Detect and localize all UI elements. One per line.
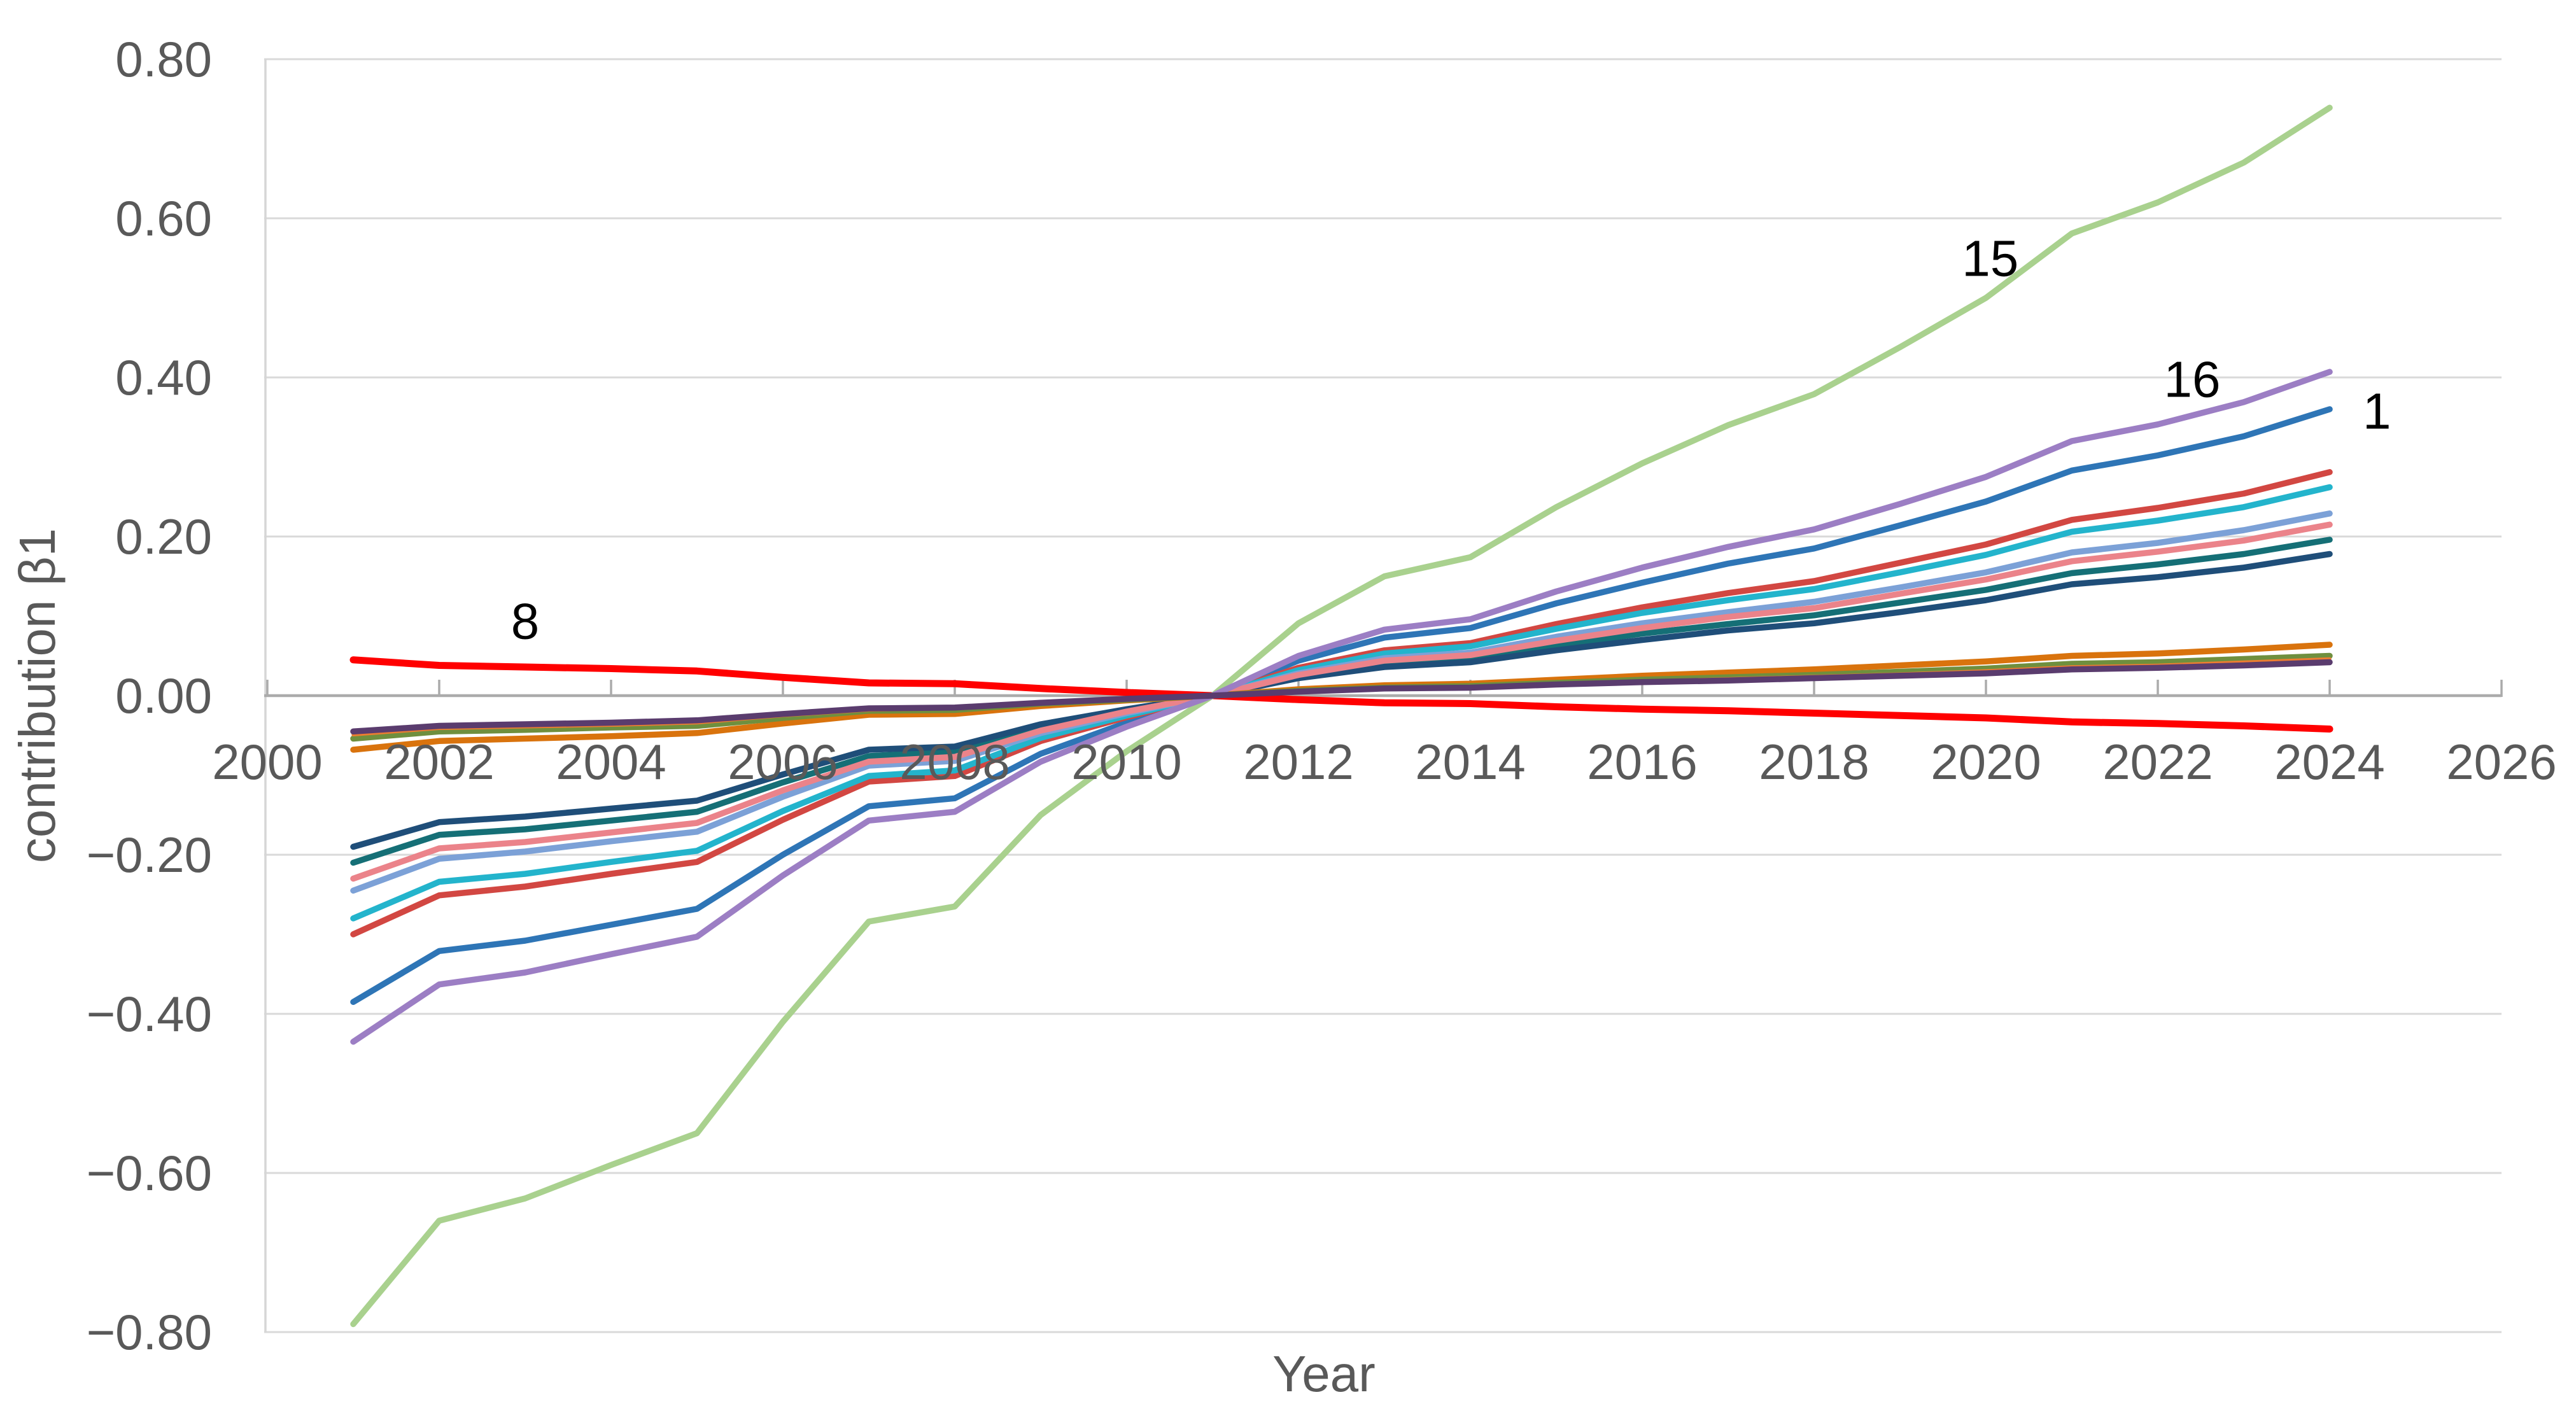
x-tick-label: 2026	[2446, 734, 2557, 790]
x-tick-label: 2004	[556, 734, 666, 790]
y-axis-title: contribution β1	[9, 528, 66, 863]
series-cyan[interactable]	[350, 484, 2333, 922]
x-tick-label: 2024	[2274, 734, 2385, 790]
series-16[interactable]	[350, 369, 2333, 1045]
y-tick-label: 0.20	[115, 509, 212, 565]
tick-label-layer: 0.80 0.60 0.40 0.20 0.00 −0.20 −0.40 −0.60 −0.80…	[87, 31, 2557, 1360]
series-number-label: 1	[2363, 383, 2391, 440]
x-tick-label: 2022	[2102, 734, 2213, 790]
x-tick-label: 2002	[384, 734, 495, 790]
series-label-layer: 8 15 16 1	[511, 230, 2391, 650]
y-tick-label: −0.80	[87, 1304, 212, 1360]
series-number-label: 8	[511, 593, 540, 650]
x-tick-label: 2014	[1415, 734, 1526, 790]
x-tick-label: 2008	[899, 734, 1010, 790]
series-15[interactable]	[350, 104, 2333, 1328]
series-layer	[349, 104, 2333, 1328]
x-axis-title: Year	[1272, 1345, 1376, 1402]
x-tick-label: 2018	[1759, 734, 1869, 790]
y-tick-label: −0.60	[87, 1145, 212, 1201]
y-tick-label: 0.40	[115, 349, 212, 405]
x-tick-label: 2006	[728, 734, 838, 790]
series-8[interactable]	[349, 656, 2333, 733]
x-tick-label: 2000	[212, 734, 323, 790]
series-navy[interactable]	[350, 551, 2333, 850]
x-tick-label: 2010	[1071, 734, 1182, 790]
series-number-label: 15	[1962, 230, 2018, 287]
y-tick-label: 0.60	[115, 190, 212, 246]
x-tick-label: 2020	[1931, 734, 2041, 790]
y-tick-label: −0.20	[87, 827, 212, 883]
y-tick-label: 0.80	[115, 31, 212, 87]
gridline-layer	[264, 58, 2502, 1333]
x-tick-label: 2012	[1243, 734, 1354, 790]
series-number-label: 16	[2164, 351, 2221, 408]
x-tick-label: 2016	[1587, 734, 1698, 790]
y-tick-label: 0.00	[115, 668, 212, 724]
axis-layer	[264, 59, 2503, 1332]
y-tick-label: −0.40	[87, 986, 212, 1042]
series-dark-purple[interactable]	[350, 659, 2333, 735]
series-1[interactable]	[350, 406, 2333, 1006]
series-salmon[interactable]	[350, 521, 2333, 882]
